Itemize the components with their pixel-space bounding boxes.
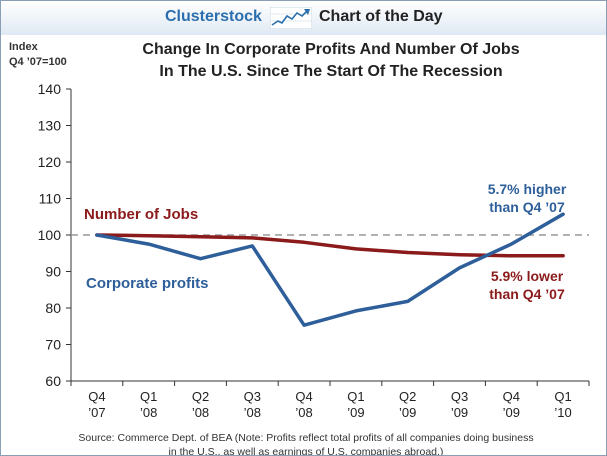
chart-title: Change In Corporate Profits And Number O… — [71, 39, 591, 83]
y-tick-label: 140 — [38, 81, 62, 97]
y-tick-label: 80 — [45, 300, 61, 316]
y-axis-label-line-2: Q4 ’07=100 — [9, 56, 67, 68]
data-point-jobs — [510, 254, 513, 258]
y-tick-label: 90 — [45, 264, 61, 280]
x-tick-label: Q4 — [88, 389, 105, 404]
x-tick-label: ’08 — [295, 405, 312, 420]
x-tick-label: Q1 — [554, 389, 571, 404]
header-banner: Clusterstock Chart of the Day — [1, 1, 606, 35]
x-tick-label: Q2 — [192, 389, 209, 404]
y-tick-label: 60 — [45, 373, 61, 389]
x-tick-label: ’08 — [192, 405, 209, 420]
data-point-profits — [458, 266, 461, 270]
source-line-2: in the U.S., as well as earnings of U.S.… — [168, 446, 444, 456]
data-point-profits — [251, 244, 254, 248]
data-point-jobs — [147, 234, 150, 237]
data-point-jobs — [406, 251, 409, 254]
annotation-jobs: 5.9% lower — [491, 268, 564, 284]
series-label-jobs: Number of Jobs — [84, 206, 198, 223]
y-tick-label: 100 — [38, 227, 62, 243]
x-tick-label: Q1 — [140, 389, 157, 404]
y-tick-label: 110 — [39, 191, 62, 207]
y-tick-label: 120 — [38, 154, 62, 170]
annotation-profits: 5.7% higher — [488, 181, 567, 197]
x-tick-label: Q3 — [244, 389, 261, 404]
x-tick-label: Q3 — [451, 389, 468, 404]
data-point-jobs — [251, 236, 254, 240]
data-point-jobs — [458, 253, 461, 256]
brand-name: Clusterstock — [165, 8, 262, 25]
y-axis-label-line-1: Index — [9, 41, 38, 53]
data-point-jobs — [561, 254, 565, 258]
series-line-profits — [95, 212, 565, 327]
x-tick-label: ’10 — [554, 405, 571, 420]
chart-title-line-2: In The U.S. Since The Start Of The Reces… — [159, 63, 503, 80]
y-tick-label: 130 — [38, 118, 62, 134]
y-tick-label: 70 — [45, 337, 61, 353]
x-tick-label: ’09 — [347, 405, 364, 420]
source-note: Source: Commerce Dept. of BEA (Note: Pro… — [21, 431, 591, 456]
data-point-profits — [199, 257, 202, 260]
data-point-profits — [302, 323, 306, 327]
x-tick-label: ’09 — [503, 405, 520, 420]
chart-title-line-1: Change In Corporate Profits And Number O… — [142, 41, 520, 58]
x-tick-label: ’08 — [140, 405, 157, 420]
annotation-jobs: than Q4 ’07 — [489, 286, 565, 302]
x-tick-label: ’08 — [244, 405, 261, 420]
brand-tagline: Chart of the Day — [319, 8, 443, 25]
data-point-profits — [95, 233, 99, 237]
x-tick-label: ’09 — [451, 405, 468, 420]
data-point-profits — [510, 242, 513, 246]
data-point-jobs — [199, 235, 202, 239]
data-point-profits — [147, 242, 150, 246]
data-point-jobs — [354, 247, 358, 251]
data-point-profits — [406, 300, 409, 303]
x-tick-label: ’09 — [399, 405, 416, 420]
x-tick-label: Q1 — [347, 389, 364, 404]
data-point-profits — [354, 309, 358, 313]
x-tick-label: ’07 — [88, 405, 105, 420]
x-tick-label: Q2 — [399, 389, 416, 404]
annotation-profits: than Q4 ’07 — [489, 199, 565, 215]
line-chart: 60708090100110120130140Q4’07Q1’08Q2’08Q3… — [38, 81, 590, 420]
source-line-1: Source: Commerce Dept. of BEA (Note: Pro… — [78, 432, 534, 444]
trend-chart-icon — [270, 7, 312, 29]
x-tick-label: Q4 — [503, 389, 520, 404]
data-point-jobs — [302, 241, 306, 244]
x-tick-label: Q4 — [295, 389, 312, 404]
series-label-profits: Corporate profits — [86, 275, 209, 292]
data-point-profits — [561, 212, 565, 216]
